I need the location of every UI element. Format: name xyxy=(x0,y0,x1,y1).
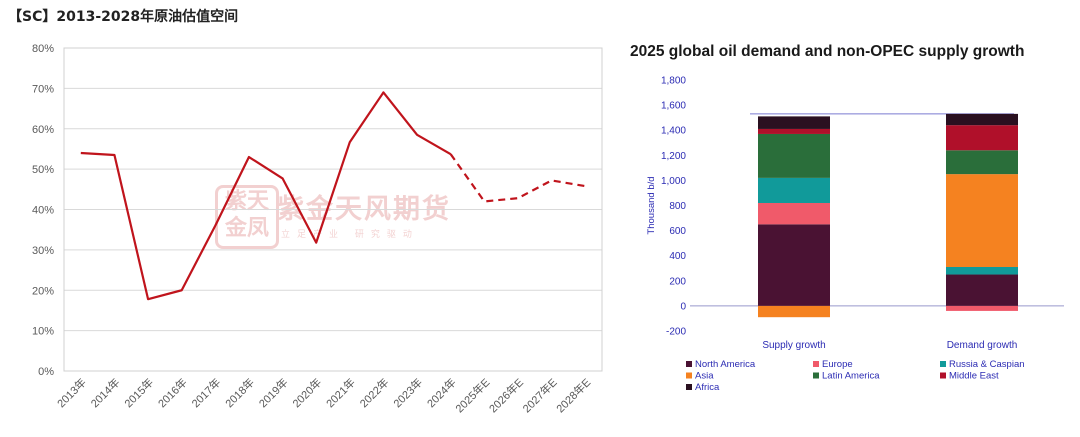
legend-label: Middle East xyxy=(949,371,999,382)
y-tick-label: 600 xyxy=(669,226,686,237)
y-tick-label: -200 xyxy=(666,327,686,338)
x-tick-label: Demand growth xyxy=(947,340,1018,351)
bar-segment xyxy=(758,305,830,318)
y-tick-label: 80% xyxy=(32,43,54,55)
x-tick-label: 2015年 xyxy=(121,375,156,410)
y-tick-label: 0% xyxy=(38,366,54,378)
legend-swatch xyxy=(813,372,819,379)
x-tick-label: 2013年 xyxy=(54,375,89,410)
legend-label: Latin America xyxy=(822,371,880,382)
x-tick-label: 2021年 xyxy=(323,375,358,410)
y-tick-label: 40% xyxy=(32,205,54,217)
series-line-estimate xyxy=(449,153,586,203)
y-tick-label: 1,000 xyxy=(661,176,686,187)
series-line-actual xyxy=(80,91,452,301)
y-tick-label: 0 xyxy=(680,301,686,312)
x-tick-label: 2026年E xyxy=(486,375,526,415)
bar-segment xyxy=(758,177,830,203)
x-tick-label: 2027年E xyxy=(520,375,560,415)
plot-frame xyxy=(63,47,603,372)
x-tick-label: 2024年 xyxy=(424,375,459,410)
y-tick-label: 1,800 xyxy=(661,76,686,87)
y-tick-label: 30% xyxy=(32,245,54,257)
legend-label: Russia & Caspian xyxy=(949,359,1025,370)
legend-swatch xyxy=(686,361,692,367)
x-tick-label: 2023年 xyxy=(390,375,425,410)
y-axis-label: Thousand b/d xyxy=(646,176,657,234)
legend-swatch xyxy=(686,372,692,379)
bar-segment xyxy=(946,113,1018,126)
legend-label: Europe xyxy=(822,359,853,370)
x-tick-label: Supply growth xyxy=(762,340,825,351)
legend-label: Asia xyxy=(695,371,714,382)
x-tick-label: 2020年 xyxy=(289,375,324,410)
legend-swatch xyxy=(940,361,946,367)
x-tick-label: 2014年 xyxy=(88,375,123,410)
bar-segment xyxy=(946,150,1018,175)
x-tick-label: 2019年 xyxy=(256,375,291,410)
y-tick-label: 1,600 xyxy=(661,101,686,112)
y-tick-label: 800 xyxy=(669,201,686,212)
y-tick-label: 50% xyxy=(32,164,54,176)
bar-segment xyxy=(758,116,830,129)
y-tick-label: 1,200 xyxy=(661,151,686,162)
legend-swatch xyxy=(686,384,692,390)
bar-segment xyxy=(946,174,1018,267)
y-tick-label: 200 xyxy=(669,276,686,287)
bar-segment xyxy=(946,125,1018,151)
legend-label: North America xyxy=(695,359,756,370)
legend-swatch xyxy=(813,361,819,367)
y-tick-label: 60% xyxy=(32,124,54,136)
y-tick-label: 20% xyxy=(32,285,54,297)
x-tick-label: 2018年 xyxy=(222,375,257,410)
bar-segment xyxy=(946,305,1018,311)
x-tick-label: 2022年 xyxy=(357,375,392,410)
line-chart: 0% 10% 20% 30% 40% 50% 60% 70% 80% 2013年 2014年 2015… xyxy=(32,43,603,415)
y-tick-label: 10% xyxy=(32,326,54,338)
legend-swatch xyxy=(940,372,946,379)
x-tick-label: 2017年 xyxy=(188,375,223,410)
y-tick-label: 1,400 xyxy=(661,126,686,137)
bar-segment xyxy=(758,128,830,134)
page-title: 【SC】2013-2028年原油估值空间 xyxy=(8,9,239,25)
bar-segment xyxy=(758,202,830,225)
legend-label: Africa xyxy=(695,382,720,393)
x-tick-label: 2025年E xyxy=(452,375,492,415)
y-tick-label: 70% xyxy=(32,83,54,95)
chart-title: 2025 global oil demand and non-OPEC supp… xyxy=(630,43,1024,60)
x-tick-label: 2028年E xyxy=(553,375,593,415)
bar-segment xyxy=(946,266,1018,275)
bar-segment xyxy=(946,274,1018,306)
y-tick-label: 400 xyxy=(669,251,686,262)
bar-segment xyxy=(758,133,830,178)
x-tick-label: 2016年 xyxy=(155,375,190,410)
stacked-bar-chart: 2025 global oil demand and non-OPEC supp… xyxy=(630,43,1064,393)
bar-segment xyxy=(758,224,830,306)
